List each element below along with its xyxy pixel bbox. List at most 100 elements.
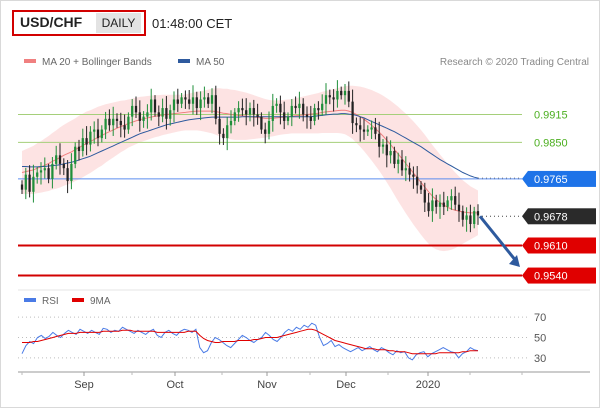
legend-ma50-label: MA 50 — [196, 57, 225, 68]
rsi-line — [21, 322, 479, 361]
x-tick-label-1: Oct — [166, 379, 183, 391]
candle-body-68 — [279, 103, 282, 113]
candles — [20, 80, 480, 233]
rsi-9ma-line — [22, 328, 478, 355]
candle-body-57 — [237, 108, 240, 113]
candle-body-26 — [119, 120, 122, 126]
candle-body-41 — [176, 99, 179, 104]
candle-body-66 — [271, 105, 274, 121]
candle-body-97 — [389, 151, 392, 156]
level-tag-pointer-3 — [522, 208, 528, 225]
candle-body-43 — [184, 97, 187, 100]
candle-body-12 — [66, 168, 69, 182]
candle-body-67 — [275, 103, 278, 106]
level-tag-5 — [528, 267, 596, 284]
candle-body-16 — [81, 138, 84, 152]
candle-body-34 — [150, 99, 153, 113]
candle-body-94 — [378, 133, 381, 147]
candle-body-111 — [442, 202, 445, 207]
candle-body-32 — [142, 116, 145, 121]
candle-body-73 — [298, 103, 301, 109]
candle-body-74 — [302, 103, 305, 115]
level-label-0: 0.9915 — [534, 110, 568, 122]
candle-body-50 — [210, 95, 214, 104]
candle-body-77 — [313, 108, 316, 121]
candle-body-33 — [146, 112, 149, 117]
candle-body-44 — [188, 99, 191, 104]
candle-body-30 — [134, 105, 138, 113]
legend-rsi-swatch — [24, 298, 36, 302]
candle-body-75 — [305, 114, 309, 117]
candle-body-65 — [267, 120, 271, 134]
candle-body-86 — [347, 90, 350, 102]
candle-body-7 — [47, 168, 50, 179]
candle-body-69 — [283, 112, 286, 121]
rsi-tick-2: 30 — [534, 353, 546, 365]
level-label-1: 0.9850 — [534, 137, 568, 149]
candle-body-48 — [203, 97, 206, 100]
candle-body-42 — [180, 97, 183, 104]
candle-body-10 — [58, 155, 62, 164]
level-label-3: 0.9678 — [534, 211, 568, 223]
candle-body-81 — [328, 95, 331, 98]
symbol-label: USD/CHF — [20, 14, 83, 30]
candle-body-95 — [381, 144, 385, 147]
candle-body-39 — [169, 110, 172, 119]
level-tag-pointer-2 — [522, 170, 528, 187]
candle-body-46 — [195, 97, 198, 109]
level-labels: 0.9915 0.9850 0.9765 0.9678 0.9610 0.9540 — [522, 110, 596, 284]
candle-body-78 — [317, 108, 320, 111]
timeframe-badge[interactable]: DAILY — [96, 13, 141, 33]
level-tag-2 — [528, 170, 596, 187]
candle-body-120 — [476, 211, 480, 216]
candle-body-101 — [404, 168, 407, 171]
forecast-arrow-shaft — [478, 215, 518, 262]
candle-body-51 — [214, 95, 217, 119]
candle-body-100 — [400, 159, 404, 171]
candle-body-76 — [309, 116, 312, 121]
candle-body-72 — [294, 105, 297, 109]
candle-body-53 — [222, 133, 225, 139]
forecast-arrow-head — [509, 254, 520, 267]
candle-body-60 — [248, 108, 252, 115]
candle-body-6 — [43, 168, 46, 171]
legend-9ma-label: 9MA — [90, 296, 111, 307]
level-tag-pointer-5 — [522, 267, 528, 284]
candle-body-102 — [408, 168, 411, 175]
candle-body-2 — [28, 174, 31, 192]
candle-body-84 — [340, 90, 343, 96]
candle-body-63 — [260, 116, 263, 130]
candle-body-105 — [419, 185, 423, 190]
candle-body-91 — [366, 129, 369, 132]
research-credit: Research © 2020 Trading Central — [440, 57, 589, 68]
candle-body-116 — [461, 211, 464, 220]
candle-body-88 — [355, 123, 358, 126]
candle-body-108 — [431, 200, 434, 212]
candle-body-9 — [55, 155, 58, 164]
candle-body-93 — [374, 127, 377, 134]
candle-body-90 — [362, 129, 366, 132]
candle-body-58 — [241, 108, 244, 111]
candle-body-18 — [89, 131, 92, 145]
rsi-tick-1: 50 — [534, 332, 546, 344]
candle-body-27 — [123, 125, 126, 130]
candle-body-59 — [245, 110, 248, 115]
candle-body-119 — [473, 211, 476, 225]
candle-body-11 — [62, 163, 65, 169]
candle-body-14 — [74, 146, 77, 164]
candle-body-85 — [343, 90, 347, 96]
candle-body-56 — [233, 112, 236, 121]
candle-body-83 — [336, 90, 339, 100]
legend-rsi-label: RSI — [42, 296, 59, 307]
candle-body-114 — [454, 196, 457, 205]
legend-ma50-swatch — [178, 59, 190, 63]
candle-body-31 — [138, 112, 141, 121]
candle-body-54 — [226, 125, 229, 139]
legend-ma20-swatch — [24, 59, 36, 63]
candle-body-8 — [51, 163, 54, 179]
timestamp: 01:48:00 CET — [152, 16, 233, 31]
candle-body-38 — [165, 108, 168, 119]
candle-body-107 — [427, 202, 430, 212]
candle-body-13 — [70, 163, 73, 182]
candle-body-4 — [36, 172, 39, 177]
